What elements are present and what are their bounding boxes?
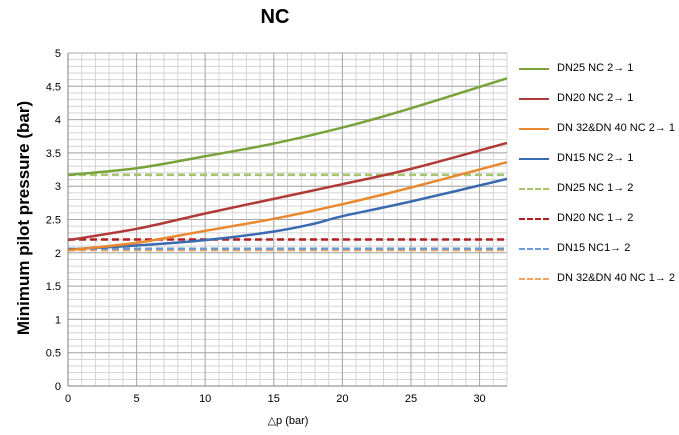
- x-tick-label: 30: [473, 393, 485, 405]
- legend-item: DN25 NC 1→ 2: [519, 182, 677, 212]
- legend-swatch: [519, 188, 549, 190]
- x-tick-label: 0: [65, 393, 71, 405]
- x-axis-label: △p (bar): [267, 415, 309, 427]
- legend-label: DN20 NC 2→ 1: [557, 92, 634, 104]
- series-line-2: [67, 141, 508, 242]
- y-axis-label: Minimum pilot pressure (bar): [14, 100, 33, 336]
- legend-item: DN 32&DN 40 NC 2→ 1: [519, 122, 677, 152]
- x-tick-label: 25: [405, 393, 417, 405]
- y-tick-label: 5: [55, 48, 61, 60]
- y-tick-label: 4.5: [46, 81, 61, 93]
- series-line-1: [67, 77, 508, 177]
- legend-label: DN25 NC 1→ 2: [557, 182, 634, 194]
- y-tick-label: 0.5: [46, 348, 61, 360]
- legend-label: DN15 NC 2→ 1: [557, 152, 634, 164]
- legend-item: DN 32&DN 40 NC 1→ 2: [519, 272, 677, 302]
- x-tick-label: 5: [134, 393, 140, 405]
- legend-swatch: [519, 248, 549, 250]
- y-tick-label: 3.5: [46, 148, 61, 160]
- legend-item: DN15 NC 2→ 1: [519, 152, 677, 182]
- y-tick-label: 3: [55, 181, 61, 193]
- chart-title: NC: [260, 6, 290, 28]
- legend-label: DN20 NC 1→ 2: [557, 212, 634, 224]
- legend-swatch: [519, 278, 549, 280]
- legend-swatch: [519, 128, 549, 130]
- series-line-3: [67, 161, 508, 252]
- legend-item: DN15 NC1→ 2: [519, 242, 677, 272]
- legend-label: DN 32&DN 40 NC 1→ 2: [557, 272, 675, 284]
- legend-swatch: [519, 158, 549, 160]
- y-tick-label: 0: [55, 381, 61, 393]
- x-tick-label: 20: [336, 393, 348, 405]
- x-tick-label: 10: [199, 393, 211, 405]
- y-tick-label: 4: [55, 115, 61, 127]
- series-line-4: [67, 177, 508, 251]
- y-tick-label: 2.5: [46, 215, 61, 227]
- legend-swatch: [519, 98, 549, 100]
- legend-item: DN20 NC 1→ 2: [519, 212, 677, 242]
- x-tick-label: 15: [268, 393, 280, 405]
- legend-swatch: [519, 218, 549, 220]
- legend-label: DN 32&DN 40 NC 2→ 1: [557, 122, 675, 134]
- y-tick-label: 2: [55, 248, 61, 260]
- y-tick-label: 1.5: [46, 281, 61, 293]
- legend-item: DN25 NC 2→ 1: [519, 62, 677, 92]
- legend-label: DN15 NC1→ 2: [557, 242, 631, 254]
- y-tick-label: 1: [55, 314, 61, 326]
- legend-swatch: [519, 68, 549, 70]
- legend: DN25 NC 2→ 1 DN20 NC 2→ 1 DN 32&DN 40 NC 2…: [519, 62, 677, 302]
- legend-label: DN25 NC 2→ 1: [557, 62, 634, 74]
- legend-item: DN20 NC 2→ 1: [519, 92, 677, 122]
